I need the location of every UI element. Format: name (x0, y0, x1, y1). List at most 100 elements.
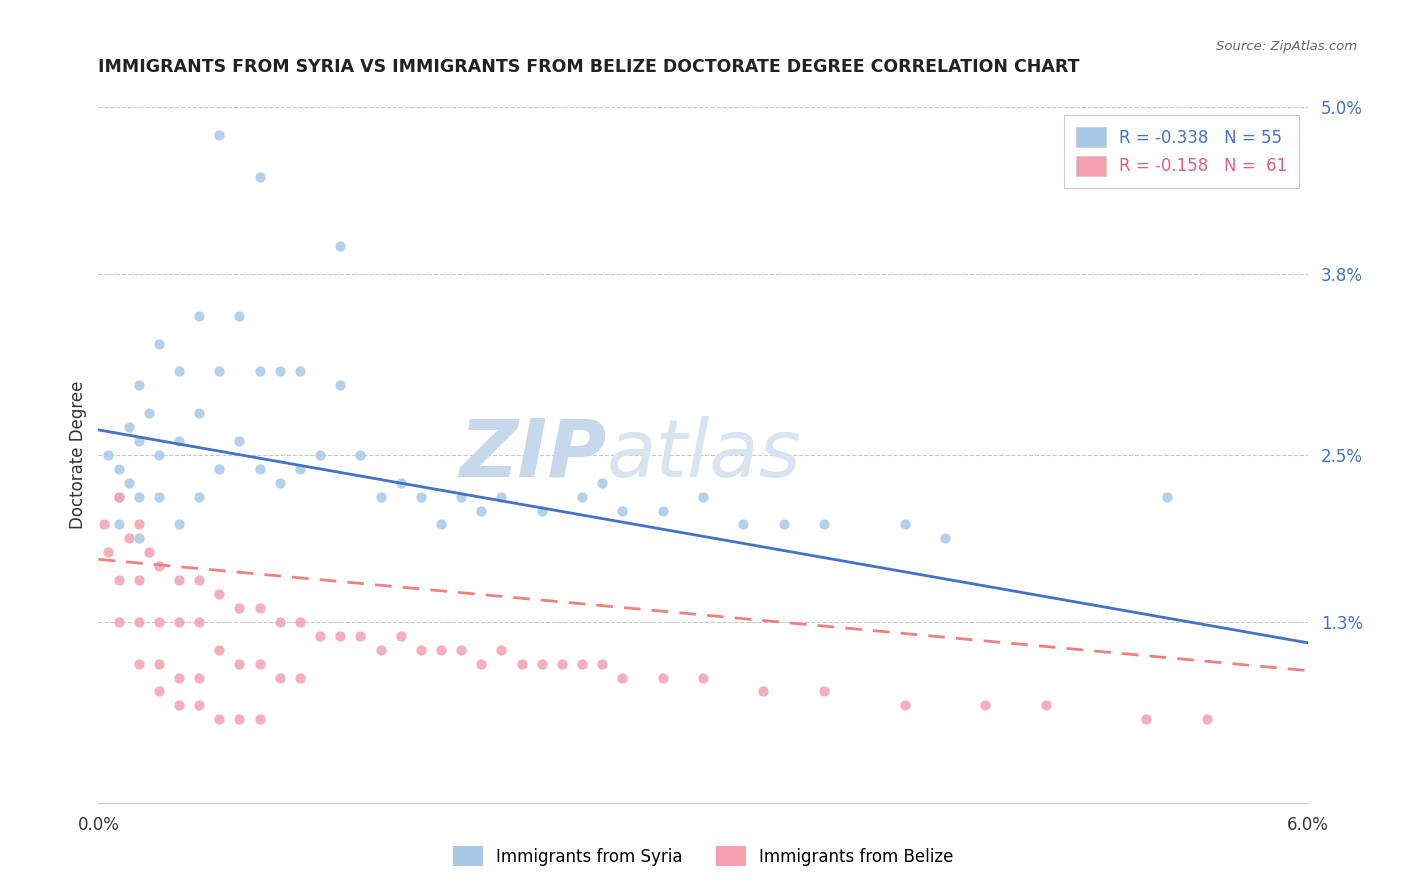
Point (591, 657, 613, 671)
Point (167, 671, 190, 685)
Text: Source: ZipAtlas.com: Source: ZipAtlas.com (1216, 40, 1357, 54)
Point (491, 490, 513, 504)
Point (893, 698, 915, 713)
Point (188, 406, 211, 420)
Point (974, 698, 997, 713)
Point (167, 615, 190, 629)
Point (128, 615, 150, 629)
Point (470, 657, 492, 671)
Point (269, 364, 291, 378)
Point (208, 462, 231, 476)
Point (228, 712, 250, 726)
Point (93, 517, 115, 532)
Point (107, 490, 129, 504)
Point (138, 545, 160, 559)
Point (128, 657, 150, 671)
Point (1195, 712, 1218, 726)
Point (107, 573, 129, 587)
Point (228, 434, 250, 448)
Point (510, 657, 533, 671)
Point (571, 490, 593, 504)
Point (128, 378, 150, 392)
Point (409, 642, 432, 657)
Point (329, 378, 352, 392)
Point (772, 517, 794, 532)
Point (249, 712, 271, 726)
Point (1156, 490, 1178, 504)
Point (530, 503, 553, 517)
Point (118, 475, 141, 490)
Legend: Immigrants from Syria, Immigrants from Belize: Immigrants from Syria, Immigrants from B… (444, 838, 962, 875)
Point (107, 517, 129, 532)
Point (167, 434, 190, 448)
Point (370, 642, 392, 657)
Point (752, 684, 775, 698)
Point (128, 532, 150, 546)
Point (249, 364, 271, 378)
Point (389, 629, 412, 643)
Point (651, 503, 673, 517)
Point (1135, 712, 1157, 726)
Point (288, 364, 311, 378)
Point (450, 642, 472, 657)
Point (228, 657, 250, 671)
Point (148, 559, 170, 574)
Point (309, 629, 332, 643)
Point (249, 462, 271, 476)
Point (188, 490, 211, 504)
Point (612, 671, 634, 685)
Point (148, 336, 170, 351)
Point (107, 462, 129, 476)
Point (97, 545, 120, 559)
Point (148, 448, 170, 462)
Point (228, 601, 250, 615)
Legend: R = -0.338   N = 55, R = -0.158   N =  61: R = -0.338 N = 55, R = -0.158 N = 61 (1064, 115, 1299, 187)
Point (813, 517, 835, 532)
Point (571, 657, 593, 671)
Point (208, 587, 231, 601)
Point (249, 169, 271, 184)
Point (893, 517, 915, 532)
Point (329, 629, 352, 643)
Point (269, 671, 291, 685)
Point (491, 642, 513, 657)
Point (450, 490, 472, 504)
Point (651, 671, 673, 685)
Point (208, 642, 231, 657)
Point (148, 657, 170, 671)
Point (530, 657, 553, 671)
Point (128, 517, 150, 532)
Point (329, 239, 352, 253)
Point (208, 364, 231, 378)
Point (349, 448, 371, 462)
Point (167, 698, 190, 713)
Y-axis label: Doctorate Degree: Doctorate Degree (69, 381, 87, 529)
Point (167, 517, 190, 532)
Point (430, 517, 453, 532)
Point (1035, 698, 1057, 713)
Point (167, 364, 190, 378)
Point (612, 503, 634, 517)
Point (97, 448, 120, 462)
Point (118, 532, 141, 546)
Point (167, 573, 190, 587)
Point (228, 309, 250, 323)
Point (470, 503, 492, 517)
Point (107, 615, 129, 629)
Point (188, 698, 211, 713)
Text: IMMIGRANTS FROM SYRIA VS IMMIGRANTS FROM BELIZE DOCTORATE DEGREE CORRELATION CHA: IMMIGRANTS FROM SYRIA VS IMMIGRANTS FROM… (98, 58, 1080, 76)
Point (389, 475, 412, 490)
Point (128, 434, 150, 448)
Point (269, 475, 291, 490)
Point (188, 615, 211, 629)
Point (128, 573, 150, 587)
Point (118, 420, 141, 434)
Point (692, 671, 714, 685)
Point (128, 490, 150, 504)
Point (138, 406, 160, 420)
Point (309, 448, 332, 462)
Point (188, 573, 211, 587)
Point (288, 671, 311, 685)
Point (148, 684, 170, 698)
Point (692, 490, 714, 504)
